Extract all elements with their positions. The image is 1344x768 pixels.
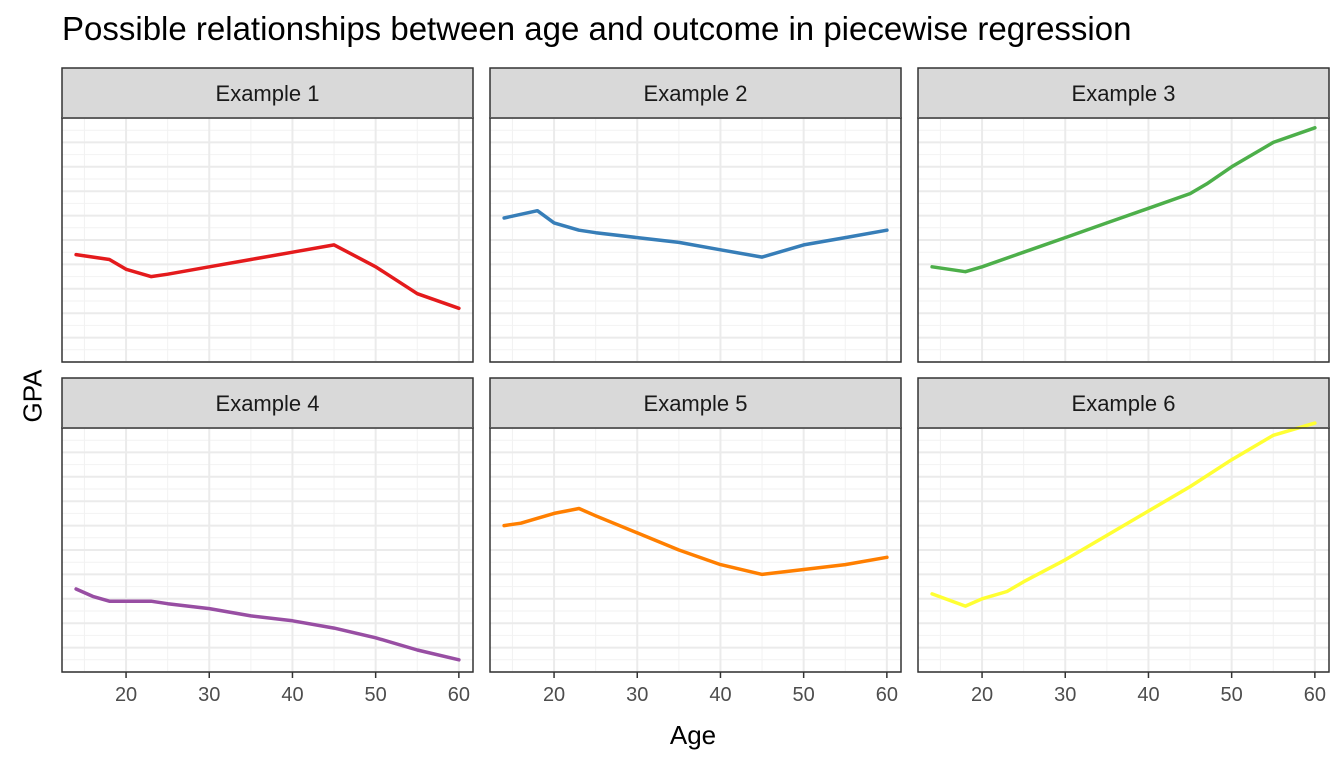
x-tick-label: 30 [198,684,220,706]
x-tick-label: 30 [1054,684,1076,706]
x-tick-label: 20 [543,684,565,706]
facet-strip [917,67,1330,119]
panel-border [489,117,902,363]
facet-strip-label: Example 6 [1072,391,1176,416]
series-line [930,421,1317,608]
series-line [930,126,1317,274]
x-tick-label: 50 [793,684,815,706]
facet-strip-label: Example 3 [1072,81,1176,106]
x-tick-label: 20 [971,684,993,706]
panel-border [489,427,902,673]
series-line [502,506,889,577]
facet-strip-label: Example 1 [216,81,320,106]
x-tick-label: 50 [365,684,387,706]
x-tick-label: 60 [876,684,898,706]
facet-strip [61,377,474,429]
x-tick-label: 40 [709,684,731,706]
panel-border [917,117,1330,363]
x-axis-label: Age [669,720,717,750]
series-line [502,208,889,259]
facet-strip-label: Example 4 [216,391,320,416]
facet-strip-label: Example 5 [644,391,748,416]
x-tick-label: 50 [1221,684,1243,706]
series-line [74,243,461,311]
panel-border [61,427,474,673]
facet-strip [489,67,902,119]
panel-border [917,427,1330,673]
series-line [74,587,461,662]
chart-title: Possible relationships between age and o… [62,10,1132,47]
x-tick-label: 60 [448,684,470,706]
x-tick-label: 20 [115,684,137,706]
x-tick-label: 40 [281,684,303,706]
facet-strip-label: Example 2 [644,81,748,106]
x-tick-label: 60 [1304,684,1326,706]
x-tick-label: 40 [1137,684,1159,706]
panel-border [61,117,474,363]
x-tick-label: 30 [626,684,648,706]
